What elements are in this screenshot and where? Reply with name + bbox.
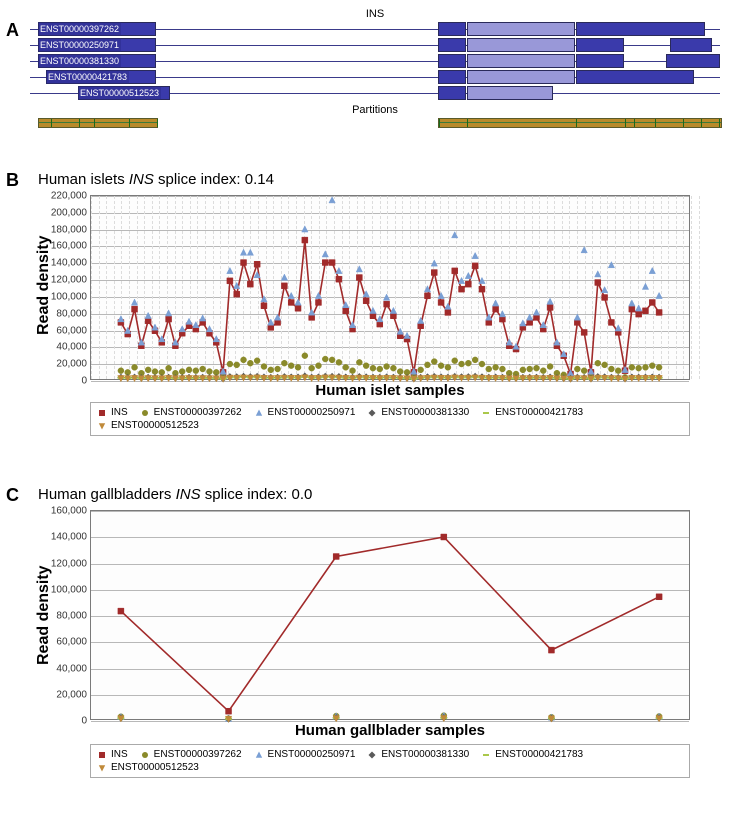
exon: [438, 86, 466, 100]
legend-item: ENST00000250971: [254, 749, 356, 760]
exon: [438, 38, 466, 52]
ytick-label: 220,000: [51, 191, 87, 202]
gene-title: INS: [366, 8, 384, 20]
ytick-label: 120,000: [51, 275, 87, 286]
panel-b-title: Human islets INS splice index: 0.14: [38, 171, 274, 188]
ytick-label: 60,000: [56, 325, 87, 336]
ytick-label: 20,000: [56, 359, 87, 370]
legend-item: ENST00000381330: [367, 407, 469, 418]
ytick-label: 0: [81, 376, 87, 387]
exon: [438, 22, 466, 36]
panel-b-label: B: [6, 170, 19, 191]
ytick-label: 60,000: [56, 637, 87, 648]
ytick-label: 20,000: [56, 689, 87, 700]
transcript-row: ENST00000421783: [30, 70, 720, 84]
exon: [438, 70, 466, 84]
exon: [666, 54, 720, 68]
ytick-label: 80,000: [56, 308, 87, 319]
exon: [467, 38, 575, 52]
ytick-label: 160,000: [51, 241, 87, 252]
exon: [670, 38, 712, 52]
panel-c-legend: INS ENST00000397262 ENST00000250971 ENST000…: [90, 744, 690, 778]
ytick-label: 140,000: [51, 532, 87, 543]
legend-item: INS: [97, 407, 128, 418]
legend-item: ENST00000421783: [481, 749, 583, 760]
exon: [467, 22, 575, 36]
transcript-row: ENST00000250971: [30, 38, 720, 52]
legend-item: ENST00000512523: [97, 762, 199, 773]
legend-item: ENST00000512523: [97, 420, 199, 431]
ytick-label: 100,000: [51, 584, 87, 595]
transcript-id: ENST00000250971: [38, 38, 121, 52]
exon: [576, 54, 624, 68]
transcript-id: ENST00000512523: [78, 86, 161, 100]
exon: [467, 70, 575, 84]
exon: [576, 38, 624, 52]
exon: [438, 54, 466, 68]
legend-item: ENST00000250971: [254, 407, 356, 418]
panel-c-label: C: [6, 485, 19, 506]
ytick-label: 120,000: [51, 558, 87, 569]
legend-item: ENST00000397262: [140, 749, 242, 760]
ytick-label: 100,000: [51, 291, 87, 302]
ytick-label: 40,000: [56, 663, 87, 674]
panel-b-legend: INS ENST00000397262 ENST00000250971 ENST000…: [90, 402, 690, 436]
exon: [576, 22, 705, 36]
panel-c-title: Human gallbladders INS splice index: 0.0: [38, 486, 312, 503]
partition-bar: [38, 118, 158, 128]
panel-c-ylabel: Read density: [35, 565, 53, 665]
panel-a-label: A: [6, 20, 19, 41]
transcript-row: ENST00000512523: [30, 86, 720, 100]
transcript-id: ENST00000381330: [38, 54, 121, 68]
exon: [576, 70, 694, 84]
panel-b-chart: 020,00040,00060,00080,000100,000120,0001…: [90, 195, 690, 380]
panel-a: INS ENST00000397262 ENST00000250971 ENST00…: [30, 8, 720, 138]
transcript-row: ENST00000381330: [30, 54, 720, 68]
ytick-label: 180,000: [51, 224, 87, 235]
ytick-label: 160,000: [51, 506, 87, 517]
legend-item: INS: [97, 749, 128, 760]
figure-root: A INS ENST00000397262 ENST00000250971 ENST…: [0, 0, 745, 825]
ytick-label: 140,000: [51, 258, 87, 269]
transcript-id: ENST00000397262: [38, 22, 121, 36]
panel-c-chart: 020,00040,00060,00080,000100,000120,0001…: [90, 510, 690, 720]
exon: [467, 54, 575, 68]
exon: [467, 86, 553, 100]
ytick-label: 40,000: [56, 342, 87, 353]
partitions-label: Partitions: [352, 104, 398, 116]
transcript-id: ENST00000421783: [46, 70, 129, 84]
transcript-row: ENST00000397262: [30, 22, 720, 36]
partition-bar: [438, 118, 722, 128]
legend-item: ENST00000421783: [481, 407, 583, 418]
legend-item: ENST00000381330: [367, 749, 469, 760]
panel-b-xlabel: Human islet samples: [315, 382, 464, 399]
ytick-label: 80,000: [56, 611, 87, 622]
ytick-label: 0: [81, 716, 87, 727]
legend-item: ENST00000397262: [140, 407, 242, 418]
panel-c-xlabel: Human gallblader samples: [295, 722, 485, 739]
ytick-label: 200,000: [51, 207, 87, 218]
